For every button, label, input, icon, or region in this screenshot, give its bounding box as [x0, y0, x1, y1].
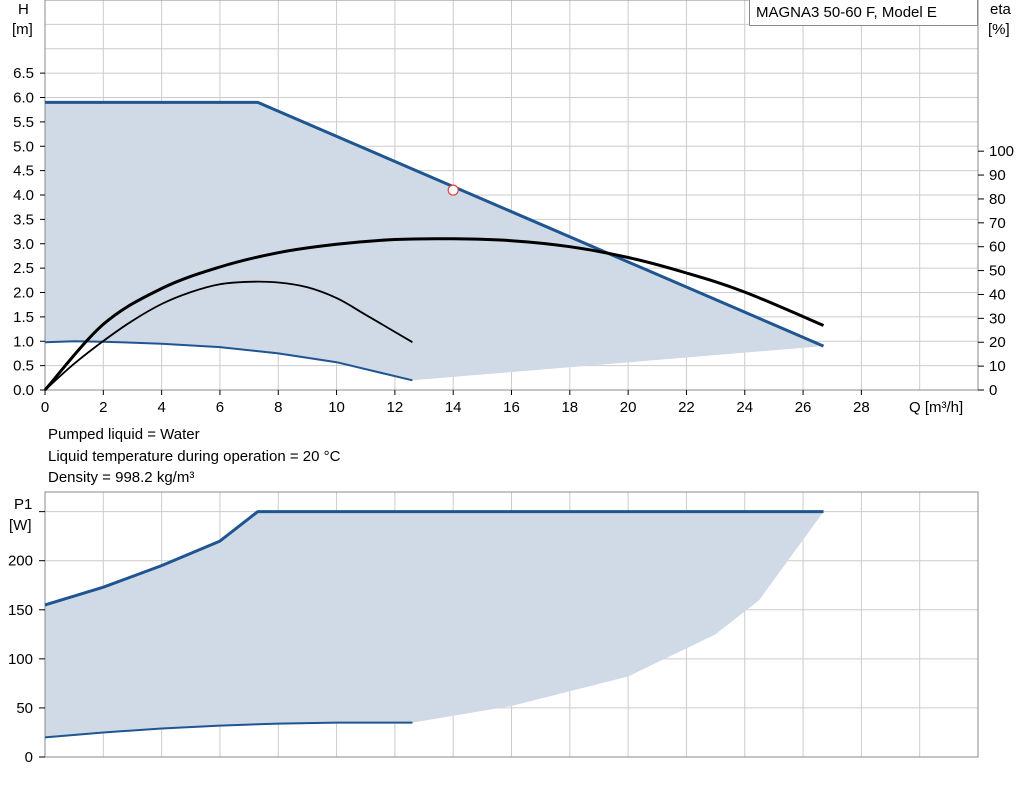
head-tick-label: 4.0	[13, 187, 34, 204]
max-power-curve	[44, 510, 824, 607]
power-tick-label: 150	[8, 602, 33, 619]
power-plot-frame	[44, 491, 979, 758]
power-operating-area	[45, 511, 824, 738]
flow-tick-label: 2	[99, 399, 107, 416]
head-tick-label: 0.0	[13, 382, 34, 399]
flow-tick-label: 8	[274, 399, 282, 416]
flow-tick-label: 18	[561, 399, 578, 416]
head-tick-label: 2.5	[13, 260, 34, 277]
chart-title: MAGNA3 50-60 F, Model E	[749, 0, 978, 26]
head-tick-label: 6.5	[13, 65, 34, 82]
flow-tick-label: 28	[853, 399, 870, 416]
efficiency-curve-max	[43, 237, 825, 391]
flow-tick-label: 22	[678, 399, 695, 416]
flow-tick-label: 26	[795, 399, 812, 416]
power-tick-label: 0	[25, 749, 33, 766]
head-tick-label: 1.5	[13, 309, 34, 326]
eta-tick-label: 50	[989, 263, 1006, 280]
head-tick-label: 5.0	[13, 138, 34, 155]
eta-tick-label: 80	[989, 191, 1006, 208]
min-power-curve	[44, 721, 413, 739]
eta-tick-label: 10	[989, 358, 1006, 375]
head-tick-label: 3.5	[13, 211, 34, 228]
eta-tick-label: 30	[989, 310, 1006, 327]
head-axis-label: H	[18, 1, 29, 18]
max-head-curve	[45, 100, 825, 348]
eta-tick-label: 90	[989, 167, 1006, 184]
power-axis-label: P1	[14, 496, 33, 513]
flow-axis-label: Q [m³/h]	[909, 399, 964, 416]
note-density: Density = 998.2 kg/m³	[48, 469, 195, 486]
flow-tick-label: 16	[503, 399, 520, 416]
duty-point-marker	[447, 184, 459, 196]
flow-tick-label: 14	[445, 399, 462, 416]
head-tick-label: 1.0	[13, 333, 34, 350]
power-tick-label: 100	[8, 651, 33, 668]
power-axis-unit: [W]	[9, 517, 32, 534]
flow-tick-label: 20	[620, 399, 637, 416]
note-pumped-liquid: Pumped liquid = Water	[48, 426, 200, 443]
head-tick-label: 2.0	[13, 285, 34, 302]
head-axis-unit: [m]	[12, 21, 33, 38]
flow-tick-label: 6	[216, 399, 224, 416]
eta-axis-label: eta	[990, 1, 1011, 18]
flow-tick-label: 10	[328, 399, 345, 416]
head-operating-area	[45, 102, 824, 381]
note-liquid-temperature: Liquid temperature during operation = 20…	[48, 448, 341, 465]
head-tick-label: 4.5	[13, 163, 34, 180]
flow-tick-label: 0	[41, 399, 49, 416]
eta-axis-unit: [%]	[988, 21, 1010, 38]
eta-tick-label: 60	[989, 239, 1006, 256]
min-head-curve	[44, 340, 413, 382]
head-tick-label: 0.5	[13, 358, 34, 375]
eta-tick-label: 70	[989, 215, 1006, 232]
head-tick-label: 3.0	[13, 236, 34, 253]
eta-tick-label: 0	[989, 382, 997, 399]
eta-tick-label: 100	[989, 143, 1014, 160]
eta-tick-label: 40	[989, 286, 1006, 303]
flow-tick-label: 12	[387, 399, 404, 416]
flow-tick-label: 4	[157, 399, 165, 416]
efficiency-curve-min	[44, 280, 413, 391]
head-tick-label: 5.5	[13, 114, 34, 131]
flow-tick-label: 24	[736, 399, 753, 416]
power-tick-label: 200	[8, 553, 33, 570]
head-tick-label: 6.0	[13, 90, 34, 107]
power-tick-label: 50	[16, 700, 33, 717]
eta-tick-label: 20	[989, 334, 1006, 351]
